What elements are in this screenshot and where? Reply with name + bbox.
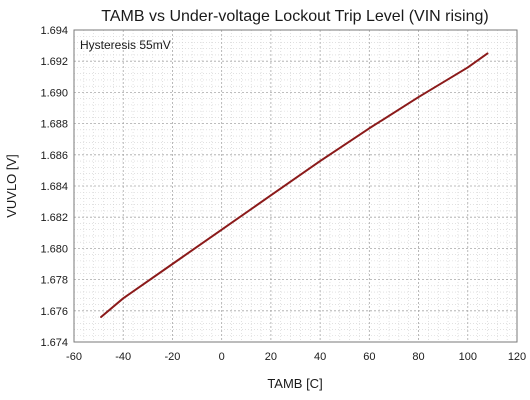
y-tick-label: 1.678 [40, 275, 68, 287]
x-tick-label: -60 [66, 351, 82, 363]
y-tick-label: 1.680 [40, 243, 68, 255]
y-tick-label: 1.686 [40, 150, 68, 162]
x-tick-label: -40 [115, 351, 131, 363]
series-layer [100, 52, 489, 319]
series-line [100, 52, 489, 319]
x-axis-label: TAMB [C] [267, 376, 322, 391]
y-tick-label: 1.674 [40, 337, 68, 349]
y-axis-label: VUVLO [V] [4, 154, 19, 218]
chart-title: TAMB vs Under-voltage Lockout Trip Level… [101, 8, 488, 25]
y-tick-label: 1.682 [40, 212, 68, 224]
y-tick-label: 1.694 [40, 25, 68, 37]
plot-area-frame [73, 29, 518, 343]
y-tick-label: 1.690 [40, 87, 68, 99]
x-tick-label: 0 [219, 351, 225, 363]
x-tick-label: 100 [459, 351, 477, 363]
hysteresis-annotation: Hysteresis 55mV [80, 38, 171, 52]
y-tick-label: 1.684 [40, 181, 68, 193]
x-tick-labels: -60 -40 -20 0 20 40 60 80 100 120 [66, 351, 526, 363]
y-tick-label: 1.676 [40, 306, 68, 318]
x-tick-label: 80 [412, 351, 424, 363]
x-tick-label: 40 [314, 351, 326, 363]
x-tick-label: 120 [508, 351, 526, 363]
x-tick-label: 60 [363, 351, 375, 363]
y-tick-label: 1.692 [40, 56, 68, 68]
x-tick-label: -20 [164, 351, 180, 363]
y-tick-labels: 1.674 1.676 1.678 1.680 1.682 1.684 1.686 1.688… [40, 25, 68, 349]
x-tick-label: 20 [265, 351, 277, 363]
y-tick-label: 1.688 [40, 119, 68, 131]
